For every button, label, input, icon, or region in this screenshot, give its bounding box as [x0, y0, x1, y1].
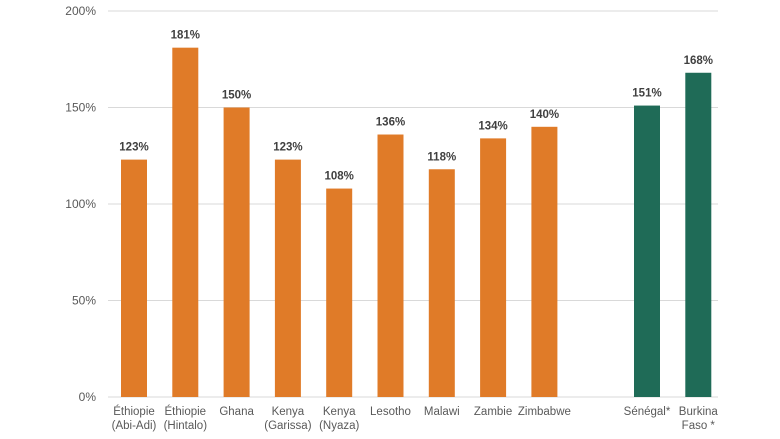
data-label: 108% [324, 171, 353, 183]
category-label: (Hintalo) [164, 420, 208, 432]
data-label: 136% [376, 117, 405, 129]
category-label: Éthiopie [113, 405, 155, 418]
category-label: Kenya [272, 406, 305, 418]
category-label: Éthiopie [165, 405, 207, 418]
y-tick-label: 50% [72, 294, 96, 308]
data-labels: 123% 181% 150% 123% 108% 136% 118% 134% 140% 151%… [119, 30, 713, 183]
category-label: (Nyaza) [319, 420, 359, 432]
category-label: Malawi [424, 406, 460, 418]
bar [172, 47, 199, 398]
category-label: Ghana [219, 406, 254, 418]
bar [223, 107, 250, 397]
data-label: 168% [684, 55, 713, 67]
category-label: Faso * [682, 420, 716, 432]
y-tick-label: 200% [65, 4, 96, 18]
category-label: (Garissa) [264, 420, 311, 432]
category-label: Burkina [679, 406, 719, 418]
bar [685, 72, 712, 397]
bar [326, 188, 353, 397]
bar [377, 134, 404, 397]
y-tick-label: 100% [65, 197, 96, 211]
bar [480, 138, 507, 397]
y-axis-tick-labels: 0% 50% 100% 150% 200% [65, 4, 96, 404]
category-label: Sénégal* [624, 406, 671, 418]
bar [634, 105, 660, 397]
bars [121, 47, 712, 398]
data-label: 151% [632, 88, 661, 100]
category-label: (Abi-Adi) [112, 420, 157, 432]
data-label: 123% [273, 142, 302, 154]
data-label: 140% [530, 109, 559, 121]
category-label: Zimbabwe [518, 406, 571, 418]
bar [274, 159, 301, 397]
data-label: 123% [119, 142, 148, 154]
gridlines [108, 10, 718, 398]
category-label: Kenya [323, 406, 356, 418]
category-label: Zambie [474, 406, 512, 418]
data-label: 181% [171, 30, 200, 42]
category-labels: Éthiopie (Abi-Adi) Éthiopie (Hintalo) Ghana K… [112, 405, 719, 432]
bar [121, 159, 147, 397]
data-label: 134% [478, 120, 507, 132]
y-tick-label: 150% [65, 101, 96, 115]
bar [428, 169, 455, 397]
bar [531, 126, 558, 398]
data-label: 118% [427, 151, 456, 163]
category-label: Lesotho [370, 406, 411, 418]
data-label: 150% [222, 90, 251, 102]
y-tick-label: 0% [79, 390, 97, 404]
